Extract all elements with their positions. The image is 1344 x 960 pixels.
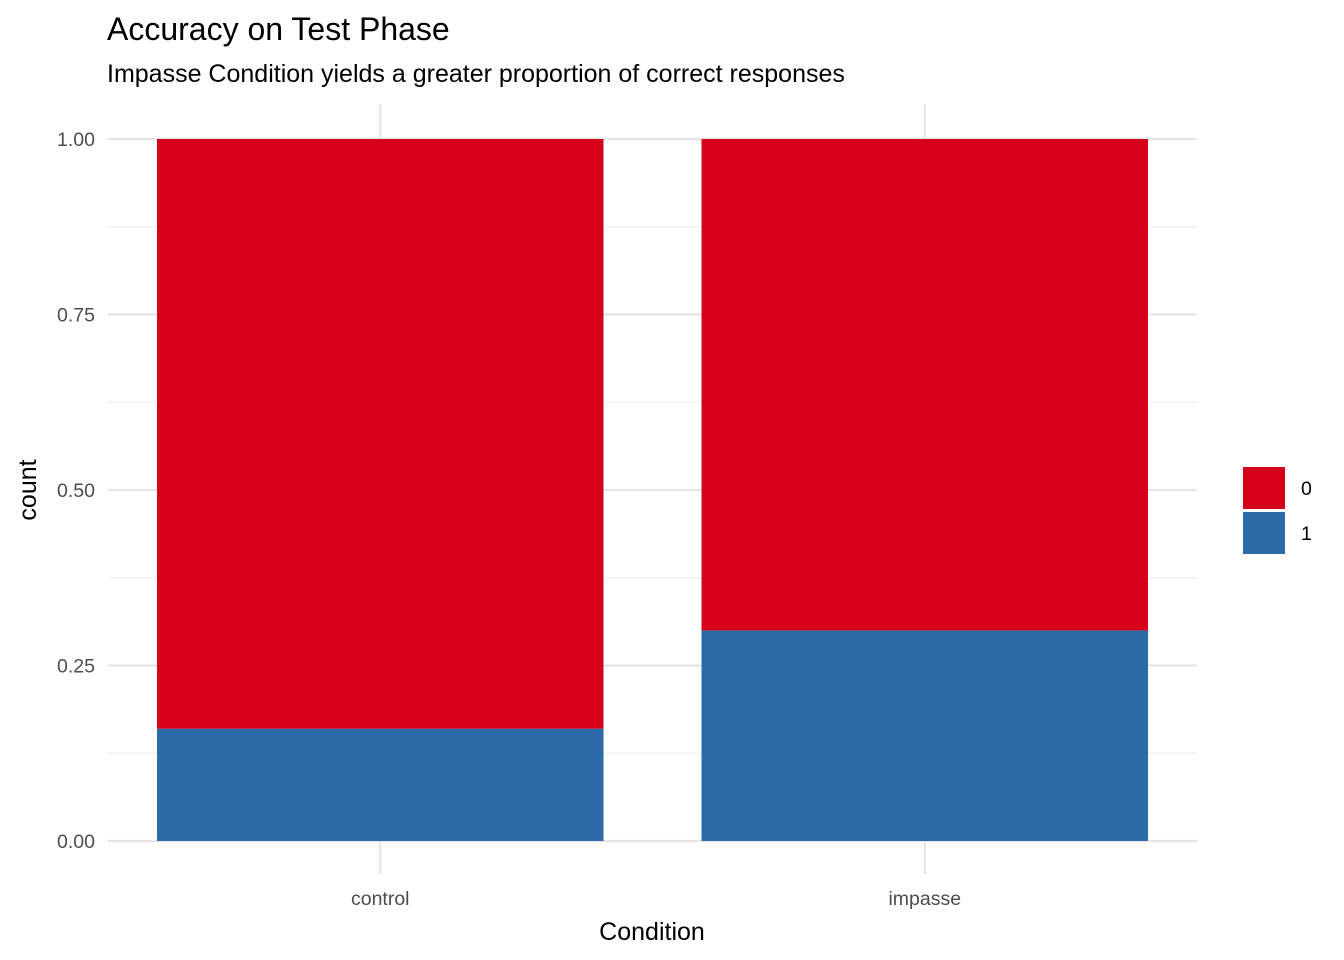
y-axis-title: count — [14, 459, 42, 520]
chart-subtitle: Impasse Condition yields a greater propo… — [107, 60, 845, 88]
legend-label-0: 0 — [1301, 478, 1312, 500]
bar-impasse-series-1 — [701, 630, 1148, 841]
y-tick-label: 0.75 — [57, 305, 95, 327]
x-axis-ticks: control impasse — [351, 888, 961, 910]
legend-label-1: 1 — [1301, 523, 1312, 545]
legend-key-1 — [1243, 512, 1285, 554]
y-axis-ticks: 0.00 0.25 0.50 0.75 1.00 — [57, 129, 95, 853]
x-axis-title: Condition — [599, 918, 705, 946]
x-tick-label: impasse — [888, 888, 961, 910]
y-tick-label: 0.50 — [57, 480, 95, 502]
legend-key-0 — [1243, 467, 1285, 509]
y-tick-label: 1.00 — [57, 129, 95, 151]
x-tick-label: control — [351, 888, 410, 910]
bar-control-series-1 — [157, 728, 604, 841]
legend: 01 — [1243, 467, 1312, 554]
y-tick-label: 0.25 — [57, 656, 95, 678]
chart-title: Accuracy on Test Phase — [107, 11, 450, 47]
y-tick-label: 0.00 — [57, 831, 95, 853]
bars — [157, 139, 1148, 841]
bar-control-series-0 — [157, 139, 604, 729]
bar-impasse-series-0 — [701, 139, 1148, 631]
